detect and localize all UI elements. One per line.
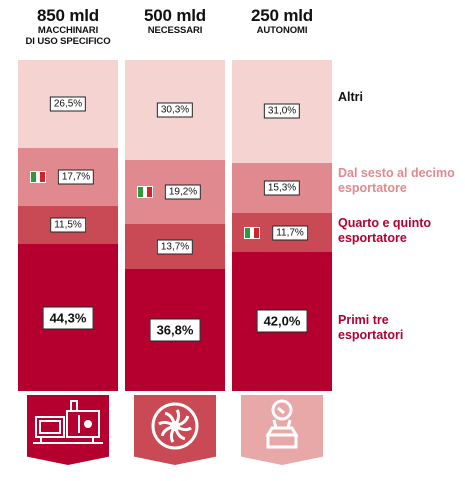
data-label: 36,8%	[149, 318, 201, 342]
column-subtitle: DI USO SPECIFICO	[25, 36, 111, 47]
column-value: 850 mld	[37, 6, 99, 25]
stacked-bar-3: 42,0% 11,7% 15,3% 31,0%	[232, 60, 332, 391]
data-label: 30,3%	[156, 102, 194, 118]
data-label: 13,7%	[156, 239, 194, 255]
legend-label: Quarto e quinto	[338, 216, 432, 231]
legend-label: esportatori	[338, 327, 404, 342]
legend-label: esportatore	[338, 181, 407, 195]
data-label: 42,0%	[256, 309, 308, 333]
column-subtitle: AUTONOMI	[256, 25, 308, 36]
stacked-bar-1: 44,3% 11,5% 17,7% 26,5%	[18, 60, 118, 391]
machinery-icon	[33, 400, 103, 444]
machinery-box	[27, 395, 109, 465]
italy-flag-icon	[244, 226, 260, 239]
data-label: 31,0%	[263, 103, 301, 119]
legend-altri: Altri	[338, 90, 363, 105]
bar-segment-q45: 13,7%	[125, 223, 225, 270]
bar-segment-altri: 31,0%	[232, 60, 332, 163]
bar-segment-top3: 42,0%	[232, 251, 332, 391]
column-header-1: 850 mld MACCHINARI DI USO SPECIFICO	[18, 6, 118, 47]
column-subtitle: NECESSARI	[147, 25, 203, 36]
data-label: 19,2%	[164, 184, 202, 200]
bar-segment-q45: 11,7%	[232, 213, 332, 252]
stacked-bar-2: 36,8% 13,7% 19,2% 30,3%	[125, 60, 225, 391]
column-value: 500 mld	[144, 6, 206, 25]
column-header-3: 250 mld AUTONOMI	[232, 6, 332, 36]
fan-icon	[151, 402, 199, 450]
tool-box	[241, 395, 323, 465]
legend-label: Primi tre	[338, 312, 389, 327]
tool-icon	[265, 399, 299, 449]
legend-label: Dal sesto al decimo	[338, 166, 455, 180]
data-label: 44,3%	[42, 306, 94, 330]
column-value: 250 mld	[251, 6, 313, 25]
fan-box	[134, 395, 216, 465]
legend-label: Altri	[338, 90, 363, 105]
bar-segment-altri: 26,5%	[18, 60, 118, 148]
bar-segment-s610: 19,2%	[125, 160, 225, 224]
data-label: 26,5%	[49, 96, 87, 112]
bar-segment-s610: 17,7%	[18, 147, 118, 207]
legend-q45: Quarto e quinto esportatore	[338, 216, 431, 246]
bar-segment-s610: 15,3%	[232, 162, 332, 214]
data-label: 11,5%	[50, 217, 86, 233]
italy-flag-icon	[30, 171, 46, 184]
bar-segment-altri: 30,3%	[125, 60, 225, 161]
bar-segment-top3: 44,3%	[18, 244, 118, 391]
column-subtitle: MACCHINARI	[37, 25, 99, 36]
legend-label: esportatore	[338, 231, 407, 246]
bar-segment-q45: 11,5%	[18, 206, 118, 245]
data-label: 17,7%	[57, 169, 95, 185]
bar-segment-top3: 36,8%	[125, 269, 225, 391]
legend-s610: Dal sesto al decimo esportatore	[338, 166, 455, 196]
data-label: 15,3%	[263, 180, 301, 196]
italy-flag-icon	[137, 186, 153, 199]
legend-top3: Primi tre esportatori	[338, 313, 403, 343]
data-label: 11,7%	[272, 225, 308, 241]
column-header-2: 500 mld NECESSARI	[125, 6, 225, 36]
